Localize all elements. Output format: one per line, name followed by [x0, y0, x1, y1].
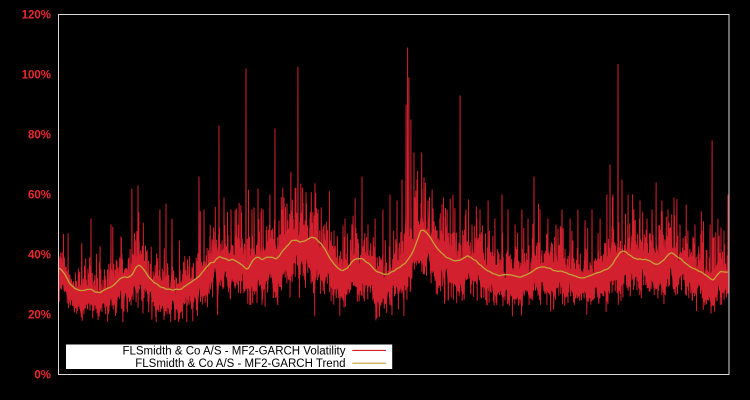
svg-text:60%: 60%	[28, 190, 51, 202]
svg-text:FLSmidth & Co A/S - MF2-GARCH: FLSmidth & Co A/S - MF2-GARCH Volatility	[122, 346, 345, 358]
svg-text:0%: 0%	[34, 370, 51, 382]
svg-text:80%: 80%	[28, 130, 51, 142]
svg-text:40%: 40%	[28, 250, 51, 262]
svg-text:120%: 120%	[22, 10, 51, 22]
svg-text:100%: 100%	[22, 70, 51, 82]
svg-text:20%: 20%	[28, 310, 51, 322]
svg-text:FLSmidth & Co A/S - MF2-GARCH: FLSmidth & Co A/S - MF2-GARCH Trend	[135, 358, 345, 370]
